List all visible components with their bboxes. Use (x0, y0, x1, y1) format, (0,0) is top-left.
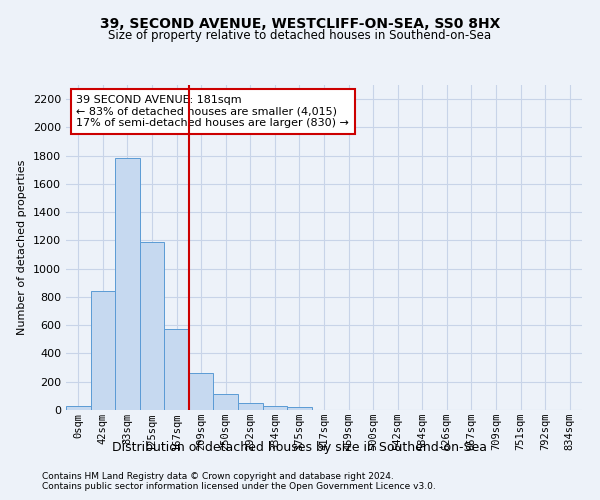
Bar (189, 374, 214, 410)
Bar (115, 158, 140, 410)
Text: 39 SECOND AVENUE: 181sqm
← 83% of detached houses are smaller (4,015)
17% of sem: 39 SECOND AVENUE: 181sqm ← 83% of detach… (76, 94, 349, 128)
Bar (66, 406, 91, 410)
Text: Size of property relative to detached houses in Southend-on-Sea: Size of property relative to detached ho… (109, 29, 491, 42)
Bar (238, 403, 263, 410)
Bar (164, 329, 189, 410)
Text: Contains HM Land Registry data © Crown copyright and database right 2024.: Contains HM Land Registry data © Crown c… (42, 472, 394, 481)
Bar (287, 407, 312, 410)
Text: Distribution of detached houses by size in Southend-on-Sea: Distribution of detached houses by size … (113, 441, 487, 454)
Y-axis label: Number of detached properties: Number of detached properties (17, 160, 28, 335)
Text: Contains public sector information licensed under the Open Government Licence v3: Contains public sector information licen… (42, 482, 436, 491)
Bar (214, 394, 238, 410)
Bar (140, 242, 164, 410)
Text: 39, SECOND AVENUE, WESTCLIFF-ON-SEA, SS0 8HX: 39, SECOND AVENUE, WESTCLIFF-ON-SEA, SS0… (100, 18, 500, 32)
Bar (91, 290, 115, 410)
Bar (263, 406, 287, 410)
